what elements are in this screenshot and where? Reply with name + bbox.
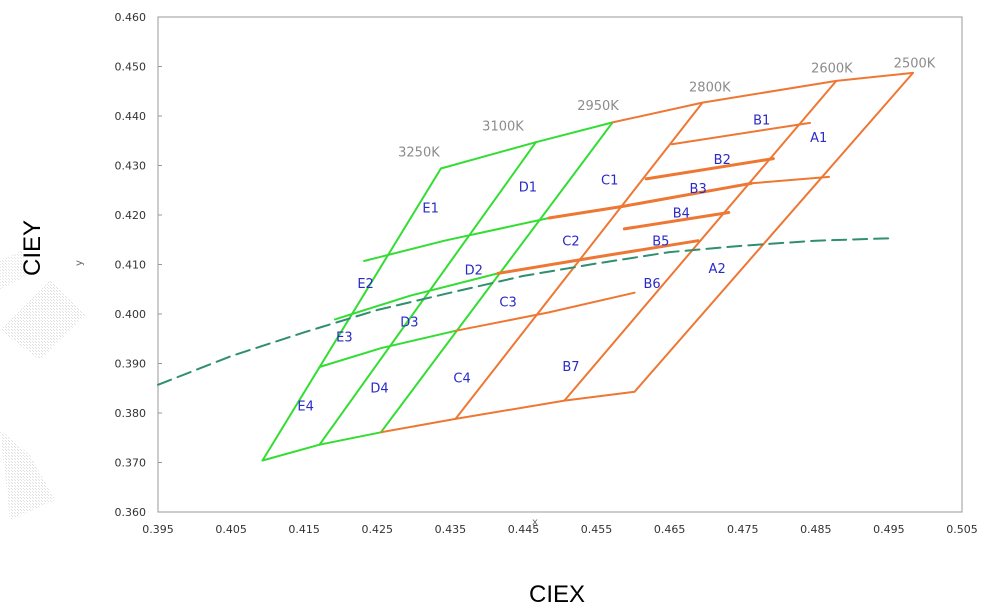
green-bin-line <box>318 329 457 368</box>
bin-label: C2 <box>562 235 579 250</box>
x-tick-label: 0.455 <box>581 523 613 536</box>
bin-label: D4 <box>370 381 388 396</box>
bin-label: A1 <box>810 131 827 146</box>
bin-label: B1 <box>753 113 770 128</box>
green-bin-line <box>333 272 499 321</box>
bin-label: B6 <box>643 277 660 292</box>
green-bin-line <box>261 431 382 462</box>
y-axis-title: CIEY <box>19 220 46 276</box>
orange-bin-line <box>547 181 753 220</box>
y-tick-label: 0.360 <box>115 506 147 519</box>
x-tick-label: 0.405 <box>215 523 247 536</box>
x-tick-label: 0.465 <box>654 523 686 536</box>
x-tick-label: 0.395 <box>142 523 174 536</box>
bin-label: A2 <box>709 262 726 277</box>
orange-bin-line <box>670 121 811 146</box>
bin-label: E4 <box>297 400 314 415</box>
bin-label: D1 <box>519 180 537 195</box>
bin-label: B4 <box>673 207 690 222</box>
cct-label: 3250K <box>398 146 440 161</box>
bin-label: C1 <box>601 173 618 188</box>
cct-label: 2950K <box>577 99 619 114</box>
cct-label: 2600K <box>811 61 853 76</box>
x-tick-label: 0.495 <box>873 523 905 536</box>
bin-label: D3 <box>400 315 418 330</box>
x-tick-label: 0.485 <box>800 523 832 536</box>
y-tick-label: 0.380 <box>115 407 147 420</box>
y-tick-label: 0.370 <box>115 457 147 470</box>
bin-label: B7 <box>562 360 579 375</box>
cct-label: 2800K <box>689 81 731 96</box>
orange-bin-line <box>644 157 775 181</box>
bin-label: B2 <box>714 153 731 168</box>
y-tick-label: 0.440 <box>115 110 147 123</box>
orange-bin-line <box>454 291 636 332</box>
y-tick-label: 0.420 <box>115 209 147 222</box>
y-tick-label: 0.450 <box>115 61 147 74</box>
x-tick-label: 0.475 <box>727 523 759 536</box>
y-tick-label: 0.400 <box>115 308 147 321</box>
green-bin-line <box>318 141 537 446</box>
x-axis-title: CIEX <box>529 581 585 608</box>
bin-label: E3 <box>336 330 353 345</box>
axis-ticks: 0.395 0.405 0.415 0.425 0.435 0.445 0.455 0.465… <box>115 11 978 536</box>
green-bin-line <box>363 217 550 262</box>
cct-label: 3100K <box>482 119 524 134</box>
bin-label: D2 <box>465 263 483 278</box>
x-tick-label: 0.505 <box>946 523 978 536</box>
bin-label: E1 <box>422 202 439 217</box>
bin-label: E2 <box>357 277 374 292</box>
orange-bin-line <box>611 71 914 124</box>
x-tick-label: 0.435 <box>435 523 467 536</box>
orange-bin-line <box>750 175 830 185</box>
bin-label: C3 <box>499 296 516 311</box>
green-bin-line <box>439 121 614 170</box>
y-tick-label: 0.460 <box>115 11 147 24</box>
orange-bin-line <box>622 211 731 231</box>
x-tick-label: 0.425 <box>362 523 394 536</box>
watermark <box>0 250 85 520</box>
inner-y-label: y <box>74 260 85 266</box>
cct-label: 2500K <box>894 56 936 71</box>
series-lines <box>157 71 914 462</box>
orange-bin-line <box>563 79 838 402</box>
y-tick-label: 0.430 <box>115 160 147 173</box>
y-tick-label: 0.390 <box>115 358 147 371</box>
bin-label: C4 <box>453 371 470 386</box>
planckian-locus-line <box>157 237 890 386</box>
cct-labels: 3250K 3100K 2950K 2800K 2600K 2500K <box>398 56 936 160</box>
x-tick-label: 0.415 <box>288 523 320 536</box>
x-tick-label: 0.445 <box>508 523 540 536</box>
orange-bin-line <box>496 239 700 275</box>
inner-x-label: x <box>532 517 538 528</box>
bin-label: B5 <box>652 235 669 250</box>
y-tick-label: 0.410 <box>115 259 147 272</box>
bin-label: B3 <box>690 182 707 197</box>
green-bin-line <box>379 121 614 434</box>
